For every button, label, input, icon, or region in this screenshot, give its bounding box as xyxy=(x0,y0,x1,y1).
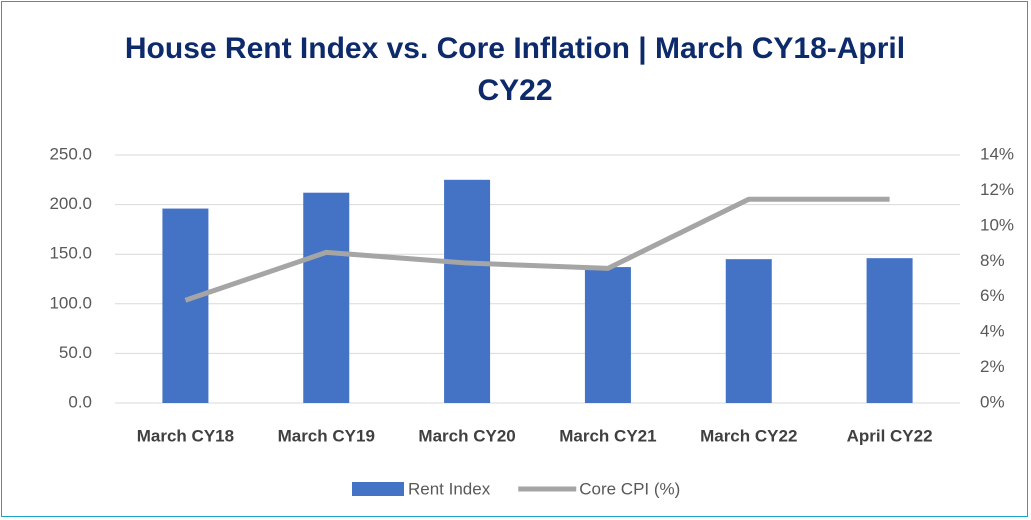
y2-tick-label: 12% xyxy=(980,180,1014,199)
legend-label: Rent Index xyxy=(408,479,491,498)
y2-tick-label: 2% xyxy=(980,357,1005,376)
y-tick-label: 0.0 xyxy=(68,392,92,411)
y2-tick-label: 4% xyxy=(980,322,1005,341)
y-tick-label: 150.0 xyxy=(49,244,92,263)
y2-tick-label: 6% xyxy=(980,286,1005,305)
y2-tick-label: 0% xyxy=(980,392,1005,411)
bar xyxy=(162,208,209,403)
bar xyxy=(303,192,350,403)
y2-tick-label: 10% xyxy=(980,215,1014,234)
bar xyxy=(866,258,913,403)
y-tick-label: 250.0 xyxy=(49,144,92,163)
bar xyxy=(725,259,772,403)
x-tick-label: March CY22 xyxy=(700,426,797,445)
x-tick-label: March CY18 xyxy=(137,426,234,445)
bar xyxy=(584,267,631,403)
x-tick-label: March CY19 xyxy=(278,426,375,445)
x-tick-label: March CY20 xyxy=(418,426,515,445)
y2-tick-label: 14% xyxy=(980,144,1014,163)
x-tick-label: April CY22 xyxy=(847,426,933,445)
y-tick-label: 50.0 xyxy=(59,343,92,362)
legend-label: Core CPI (%) xyxy=(579,479,680,498)
line xyxy=(184,196,890,303)
y-tick-label: 200.0 xyxy=(49,194,92,213)
y2-tick-label: 8% xyxy=(980,251,1005,270)
x-tick-label: March CY21 xyxy=(559,426,656,445)
chart-title: House Rent Index vs. Core Inflation | Ma… xyxy=(124,32,906,107)
bar xyxy=(444,179,491,403)
legend-swatch xyxy=(352,482,404,496)
y-tick-label: 100.0 xyxy=(49,293,92,312)
